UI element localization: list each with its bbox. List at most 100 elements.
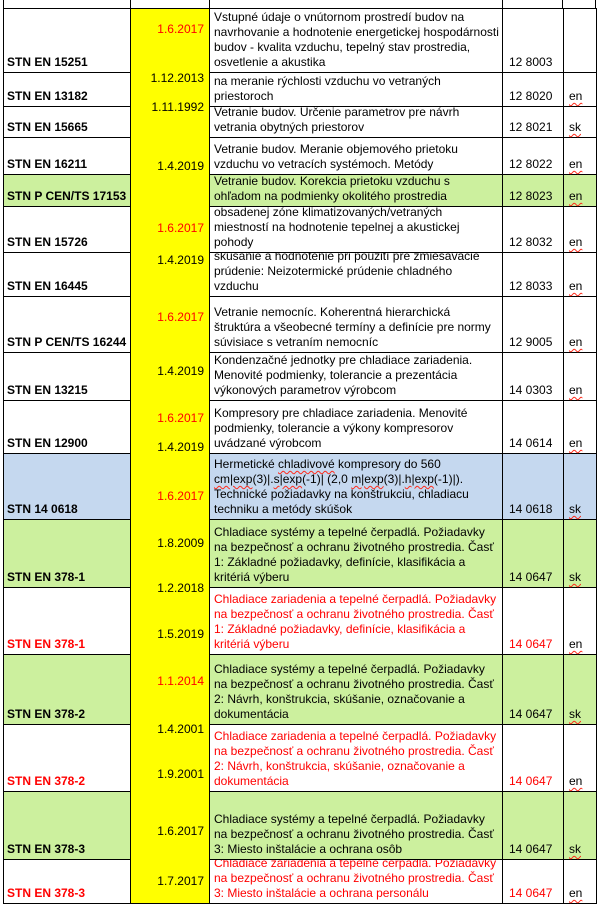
language-cell[interactable]: sk (563, 655, 596, 725)
description-cell[interactable]: Kompresory pre chladiace zariadenia. Men… (210, 401, 502, 454)
date-cell[interactable]: 1.4.2019 (157, 440, 204, 454)
class-number-cell[interactable]: 14 0647 (502, 588, 563, 655)
class-number-cell[interactable]: 14 0618 (502, 454, 563, 520)
language-cell[interactable]: en (563, 401, 596, 454)
class-number-cell[interactable]: 12 9005 (502, 297, 563, 353)
class-number-cell[interactable]: 12 8033 (502, 253, 563, 297)
standard-cell[interactable]: STN EN 378-1 (4, 588, 130, 655)
description-cell[interactable]: Vstupné údaje o vnútornom prostredí budo… (210, 8, 502, 73)
description-cell[interactable]: Vetranie budov. Požiadavky na prístrojov… (210, 73, 502, 107)
standard-cell-text: STN P CEN/TS 16244 (7, 335, 127, 349)
class-number-cell[interactable]: 14 0647 (502, 860, 563, 904)
date-cell[interactable]: 1.11.1992 (151, 100, 205, 114)
date-cell[interactable]: 1.4.2019 (157, 159, 204, 173)
standard-cell[interactable]: STN EN 378-3 (4, 860, 130, 904)
class-number-cell-text: 14 0647 (509, 570, 553, 584)
standard-cell[interactable]: STN EN 16211 (4, 138, 130, 175)
class-number-cell[interactable]: 12 8021 (502, 107, 563, 138)
description-cell[interactable]: Chladiace systémy a tepelné čerpadlá. Po… (210, 655, 502, 725)
class-number-cell[interactable]: 12 8032 (502, 207, 563, 253)
language-cell[interactable]: en (563, 175, 596, 207)
standard-cell[interactable]: STN EN 16445 (4, 253, 130, 297)
grid-line (130, 0, 131, 8)
language-cell[interactable]: en (563, 207, 596, 253)
language-cell[interactable]: en (563, 297, 596, 353)
date-cell[interactable]: 1.6.2017 (157, 22, 204, 36)
description-cell[interactable]: Vetranie budov. Korekcia prietoku vzduch… (210, 175, 502, 207)
standard-cell[interactable]: STN P CEN/TS 16244 (4, 297, 130, 353)
standard-cell[interactable]: STN EN 378-2 (4, 725, 130, 792)
description-cell[interactable]: Chladiace zariadenia a tepelné čerpadlá.… (210, 588, 502, 655)
description-cell[interactable]: Chladiace zariadenia a tepelné čerpadlá.… (210, 725, 502, 792)
class-number-cell[interactable]: 14 0647 (502, 792, 563, 860)
standard-cell[interactable]: STN EN 15251 (4, 8, 130, 73)
class-number-cell[interactable]: 12 8023 (502, 175, 563, 207)
date-cell[interactable]: 1.9.2001 (157, 767, 204, 781)
description-cell[interactable]: Vetranie nemocníc. Koherentná hierarchic… (210, 297, 502, 353)
standard-cell[interactable]: STN EN 13215 (4, 353, 130, 401)
standard-cell-text: STN EN 13182 (7, 89, 88, 103)
standard-cell[interactable]: STN EN 378-1 (4, 520, 130, 588)
date-cell[interactable]: 1.6.2017 (157, 221, 204, 235)
description-cell[interactable]: Chladiace systémy a tepelné čerpadlá. Po… (210, 520, 502, 588)
date-cell[interactable]: 1.4.2019 (157, 253, 204, 267)
standard-cell-text: STN EN 15726 (7, 235, 88, 249)
language-cell[interactable]: en (563, 73, 596, 107)
language-cell[interactable]: sk (563, 107, 596, 138)
standard-cell[interactable]: STN EN 378-2 (4, 655, 130, 725)
description-cell-text: Vetranie budov. Difúzia vzduchu. Merania… (214, 207, 460, 249)
date-cell[interactable]: 1.2.2018 (157, 581, 204, 595)
date-cell[interactable]: 1.4.2001 (157, 722, 204, 736)
class-number-cell[interactable]: 14 0303 (502, 353, 563, 401)
description-cell-text: Chladiace systémy a tepelné čerpadlá. Po… (214, 662, 494, 721)
language-cell[interactable] (563, 8, 596, 73)
date-cell[interactable]: 1.5.2019 (157, 627, 204, 641)
grid-line (3, 0, 4, 8)
class-number-cell[interactable]: 12 8020 (502, 73, 563, 107)
class-number-cell[interactable]: 14 0647 (502, 725, 563, 792)
date-cell[interactable]: 1.7.2017 (157, 874, 204, 888)
class-number-cell[interactable]: 12 8003 (502, 8, 563, 73)
language-cell[interactable]: sk (563, 520, 596, 588)
date-cell[interactable]: 1.4.2019 (157, 364, 204, 378)
description-cell[interactable]: Vetranie budov. Určenie parametrov pre n… (210, 107, 502, 138)
description-cell[interactable]: Kondenzačné jednotky pre chladiace zaria… (210, 353, 502, 401)
description-cell[interactable]: Vetranie budov. Difúzia vzduchu. Merania… (210, 207, 502, 253)
language-cell[interactable]: en (563, 588, 596, 655)
standard-cell[interactable]: STN EN 12900 (4, 401, 130, 454)
date-cell[interactable]: 1.1.2014 (157, 674, 204, 688)
class-number-cell[interactable]: 14 0647 (502, 520, 563, 588)
language-cell[interactable]: en (563, 860, 596, 904)
date-cell[interactable]: 1.6.2017 (157, 310, 204, 324)
class-number-cell[interactable]: 12 8022 (502, 138, 563, 175)
standard-cell[interactable]: STN P CEN/TS 17153 (4, 175, 130, 207)
date-cell[interactable]: 1.8.2009 (157, 536, 204, 550)
date-cell[interactable]: 1.6.2017 (157, 489, 204, 503)
class-number-cell[interactable]: 14 0614 (502, 401, 563, 454)
description-cell[interactable]: Chladiace systémy a tepelné čerpadlá. Po… (210, 792, 502, 860)
description-cell-text: Chladiace zariadenia a tepelné čerpadlá.… (214, 860, 497, 900)
language-cell[interactable]: en (563, 353, 596, 401)
language-cell-text: sk (569, 842, 581, 856)
table-row: STN EN 15665 Vetranie budov. Určenie para… (3, 107, 597, 138)
standard-cell[interactable]: STN 14 0618 (4, 454, 130, 520)
date-cell[interactable]: 1.12.2013 (150, 71, 204, 85)
description-cell[interactable]: Vetranie budov. Difúzia vzduchu. Aerodyn… (210, 253, 502, 297)
date-cell[interactable]: 1.6.2017 (157, 824, 204, 838)
date-cell[interactable]: 1.6.2017 (157, 411, 204, 425)
standard-cell[interactable]: STN EN 15665 (4, 107, 130, 138)
description-cell[interactable]: Hermetické chladivové kompresory do 560 … (210, 454, 502, 520)
description-cell[interactable]: Chladiace zariadenia a tepelné čerpadlá.… (210, 860, 502, 904)
table-row: STN EN 378-1 Chladiace zariadenia a tepel… (3, 588, 597, 655)
language-cell[interactable]: en (563, 253, 596, 297)
class-number-cell[interactable]: 14 0647 (502, 655, 563, 725)
language-cell[interactable]: en (563, 725, 596, 792)
standard-cell[interactable]: STN EN 13182 (4, 73, 130, 107)
language-cell[interactable]: en (563, 138, 596, 175)
language-cell[interactable]: sk (563, 454, 596, 520)
description-cell[interactable]: Vetranie budov. Meranie objemového priet… (210, 138, 502, 175)
standard-cell[interactable]: STN EN 378-3 (4, 792, 130, 860)
standard-cell[interactable]: STN EN 15726 (4, 207, 130, 253)
language-cell[interactable]: sk (563, 792, 596, 860)
language-cell-text: sk (569, 120, 581, 134)
